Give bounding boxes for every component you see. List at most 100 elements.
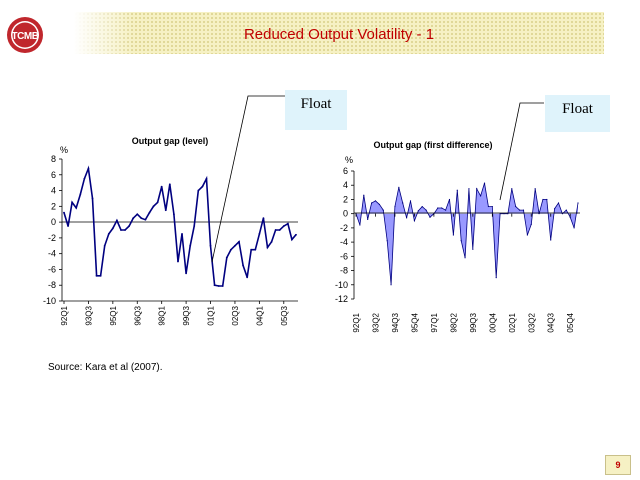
chart2-point <box>526 234 528 236</box>
chart2-point <box>398 186 400 188</box>
chart1-point <box>111 227 114 230</box>
chart1-point <box>83 177 86 180</box>
svg-text:TCMB: TCMB <box>12 31 39 42</box>
chart1-point <box>274 229 277 231</box>
chart2-point <box>370 202 373 204</box>
chart2-point <box>491 205 493 208</box>
chart2-ytick-label: -10 <box>335 280 348 290</box>
chart2-point <box>546 198 548 201</box>
chart2-point <box>367 218 369 220</box>
chart2-point <box>515 205 517 208</box>
chart2-point <box>437 207 439 209</box>
chart1-point <box>71 201 74 204</box>
chart1-point <box>238 240 240 243</box>
chart1-point <box>295 233 297 236</box>
chart1-point <box>205 177 208 180</box>
chart2-point <box>573 227 575 229</box>
chart2-point <box>534 188 536 190</box>
header-band <box>74 12 604 54</box>
chart1-ytick-label: -4 <box>48 249 56 259</box>
chart1-point <box>160 185 163 188</box>
chart1-point <box>156 201 159 204</box>
chart2-point <box>394 205 396 208</box>
chart2-point <box>554 208 556 210</box>
chart1-point <box>185 272 188 275</box>
chart1-point <box>189 244 192 247</box>
chart2-point <box>460 240 462 242</box>
chart2-point <box>378 203 380 206</box>
chart2-xtick-label: 94Q3 <box>391 312 400 332</box>
chart2-point <box>421 205 423 208</box>
chart1-point <box>172 213 175 216</box>
source-note: Source: Kara et al (2007). <box>48 362 163 373</box>
chart2-ytick-label: 0 <box>343 209 348 219</box>
chart1-point <box>282 225 285 227</box>
chart2-point <box>390 284 392 286</box>
chart1-point <box>103 244 106 247</box>
chart2-point <box>402 202 404 204</box>
chart2-ytick-label: -12 <box>335 294 348 304</box>
chart2-ytick-label: -6 <box>340 251 348 261</box>
tcmb-logo: TCMB <box>7 17 43 53</box>
chart1-point <box>87 167 90 170</box>
chart2-ytick-label: -4 <box>340 237 348 247</box>
chart1-point <box>99 274 102 277</box>
chart2-point <box>452 234 454 236</box>
chart1-ytick-label: 6 <box>51 170 56 180</box>
chart1-title: Output gap (level) <box>132 136 209 146</box>
chart1-point <box>148 211 151 214</box>
chart1-xtick-label: 93Q3 <box>84 305 93 325</box>
chart1-point <box>262 217 265 220</box>
chart1-ytick-label: -10 <box>43 296 56 306</box>
chart2-point <box>413 220 416 222</box>
chart2-xtick-label: 00Q4 <box>488 312 497 332</box>
chart1-point <box>221 285 224 287</box>
chart1-ytick-label: 4 <box>51 186 56 196</box>
chart2-point <box>464 257 466 259</box>
chart1-ytick-label: 2 <box>51 201 56 211</box>
chart1-point <box>79 193 82 196</box>
chart2-point <box>448 198 451 201</box>
chart1-point <box>254 248 257 251</box>
chart2-point <box>444 209 447 211</box>
chart2-point <box>472 248 474 250</box>
chart1-point <box>95 274 98 277</box>
chart2-point <box>480 195 482 197</box>
chart2-point <box>406 217 408 219</box>
chart1-point <box>250 248 253 251</box>
chart1-ytick-label: 8 <box>51 154 56 164</box>
chart1-point <box>116 219 118 222</box>
chart2-point <box>468 188 470 190</box>
chart2-point <box>565 209 567 211</box>
chart2-xtick-label: 99Q3 <box>469 312 478 332</box>
chart2-xtick-label: 98Q2 <box>449 312 458 332</box>
chart1-point <box>225 256 228 259</box>
chart2-point <box>495 277 497 279</box>
chart1-point <box>258 233 261 235</box>
chart1-point <box>152 205 155 208</box>
chart2-ylabel: % <box>345 155 353 165</box>
chart1-point <box>140 217 143 220</box>
slide-title: Reduced Output Volatility - 1 <box>243 26 435 43</box>
chart1-point <box>120 229 122 231</box>
chart1-point <box>278 229 281 231</box>
chart1-ylabel: % <box>60 145 68 155</box>
chart1-point <box>124 229 126 231</box>
chart2-point <box>530 223 532 225</box>
page-number: 9 <box>605 455 631 475</box>
chart1-xtick-label: 92Q1 <box>60 305 69 325</box>
chart1-point <box>177 260 179 263</box>
chart1-point <box>242 264 244 267</box>
chart2-point <box>511 188 513 190</box>
chart1-point <box>229 248 232 251</box>
chart1-point <box>144 218 147 221</box>
chart2-point <box>557 202 560 204</box>
chart2-point <box>441 207 443 209</box>
chart2-area-fill <box>356 183 578 285</box>
chart2-point <box>409 200 412 202</box>
chart2-point <box>386 240 388 242</box>
chart2-point <box>417 210 419 212</box>
chart1-xtick-label: 02Q3 <box>231 305 240 325</box>
chart2-x-axis: 92Q1 93Q2 94Q3 95Q4 97Q1 98Q2 99Q3 00Q4 02Q1 03Q2… <box>352 213 575 333</box>
chart1-xtick-label: 96Q3 <box>133 305 142 325</box>
